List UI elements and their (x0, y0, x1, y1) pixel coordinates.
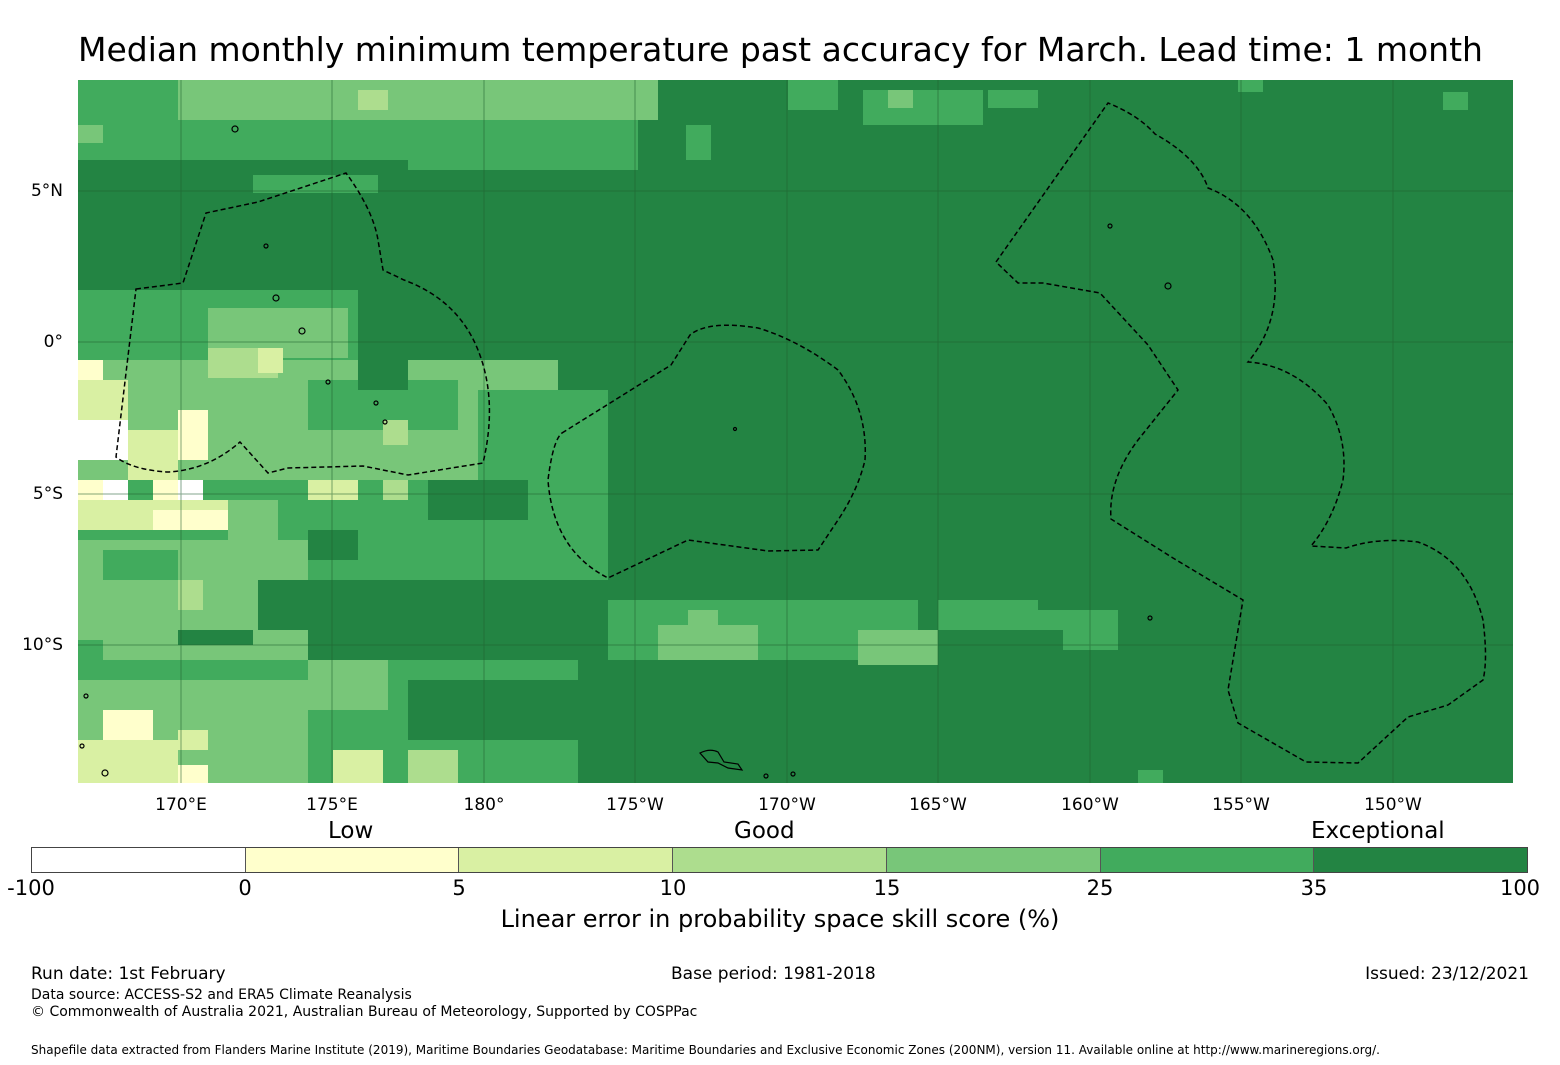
lon-label-160w: 160°W (1061, 795, 1119, 815)
lon-label-155w: 155°W (1212, 795, 1270, 815)
graticule (78, 80, 1513, 783)
category-exceptional: Exceptional (1311, 818, 1445, 844)
copyright: © Commonwealth of Australia 2021, Austra… (31, 1004, 698, 1020)
eez-boundary-central (547, 324, 867, 579)
base-period: Base period: 1981-2018 (671, 964, 876, 984)
lon-label-175w: 175°W (606, 795, 664, 815)
lon-label-180: 180° (463, 795, 505, 815)
category-good: Good (734, 818, 795, 844)
skill-score-map (78, 80, 1513, 783)
colorbar-swatch-negative (32, 848, 246, 872)
colorbar-tick: 10 (659, 876, 687, 900)
colorbar-tick: 0 (238, 876, 252, 900)
shapefile-credit: Shapefile data extracted from Flanders M… (31, 1043, 1380, 1057)
lon-label-175e: 175°E (306, 795, 358, 815)
lat-label-0: 0° (43, 332, 63, 352)
colorbar-tick: 100 (1499, 876, 1541, 900)
lon-label-165w: 165°W (909, 795, 967, 815)
lon-label-170e: 170°E (155, 795, 207, 815)
lat-label-10s: 10°S (22, 635, 63, 655)
colorbar-tick: 25 (1086, 876, 1114, 900)
lat-label-5s: 5°S (32, 484, 63, 504)
samoa-islands (699, 749, 744, 771)
lon-label-170w: 170°W (758, 795, 816, 815)
colorbar-swatch-0-5 (245, 848, 460, 872)
lon-label-150w: 150°W (1364, 795, 1422, 815)
colorbar-swatch-5-10 (459, 848, 674, 872)
eez-boundaries (115, 102, 1487, 764)
eez-boundary-east (995, 102, 1487, 764)
colorbar-tick: 5 (452, 876, 466, 900)
islands (79, 125, 1172, 779)
lat-label-5n: 5°N (30, 181, 63, 201)
run-date: Run date: 1st February (31, 964, 226, 984)
colorbar (31, 847, 1528, 873)
colorbar-swatch-35-100 (1314, 848, 1528, 872)
map-title: Median monthly minimum temperature past … (78, 30, 1483, 69)
issued-date: Issued: 23/12/2021 (1365, 964, 1529, 984)
category-low: Low (328, 818, 374, 844)
colorbar-tick: 15 (873, 876, 901, 900)
colorbar-label: Linear error in probability space skill … (500, 905, 1060, 933)
colorbar-tick: -100 (7, 876, 55, 900)
eez-boundary-west (115, 172, 491, 476)
western-skill-cells (78, 80, 1468, 783)
data-source: Data source: ACCESS-S2 and ERA5 Climate … (31, 987, 412, 1003)
colorbar-tick: 35 (1300, 876, 1328, 900)
colorbar-swatch-10-15 (673, 848, 887, 872)
colorbar-swatch-15-25 (886, 848, 1101, 872)
colorbar-swatch-25-35 (1100, 848, 1315, 872)
